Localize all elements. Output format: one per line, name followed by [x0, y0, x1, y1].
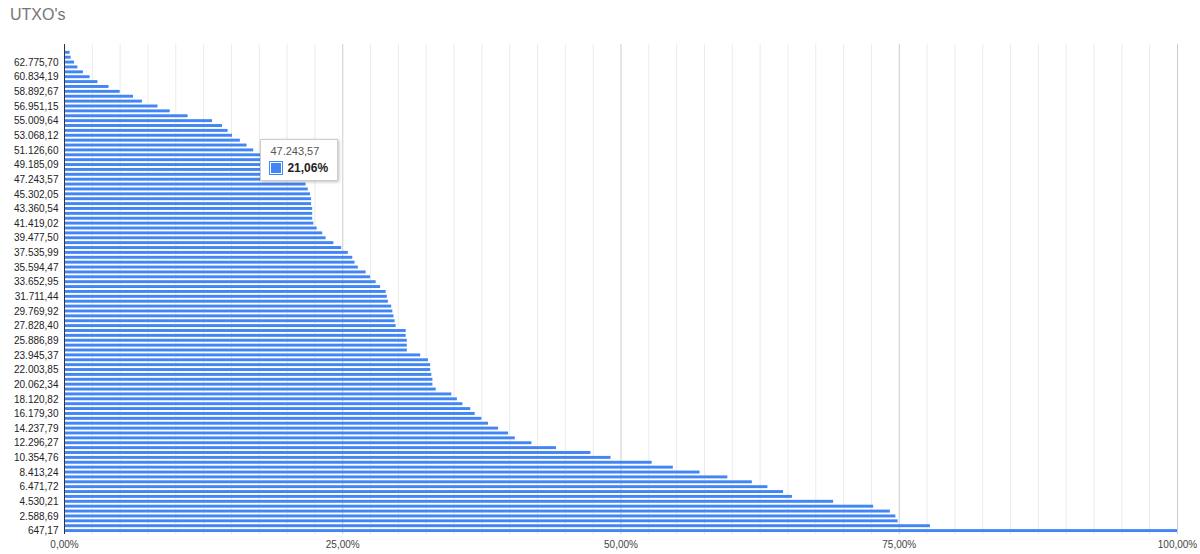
svg-text:8.413,24: 8.413,24 — [20, 467, 59, 478]
svg-text:58.892,67: 58.892,67 — [14, 86, 59, 97]
svg-text:62.775,70: 62.775,70 — [14, 57, 59, 68]
svg-text:22.003,85: 22.003,85 — [14, 364, 59, 375]
svg-text:45.302,05: 45.302,05 — [14, 189, 59, 200]
svg-text:16.179,30: 16.179,30 — [14, 408, 59, 419]
svg-text:0,00%: 0,00% — [50, 539, 78, 550]
svg-text:43.360,54: 43.360,54 — [14, 203, 59, 214]
svg-text:31.711,44: 31.711,44 — [15, 291, 59, 302]
html-text:47.243,57: 47.243,57 — [270, 145, 320, 158]
svg-text:50,00%: 50,00% — [604, 539, 638, 550]
svg-text:2.588,69: 2.588,69 — [20, 511, 59, 522]
svg-text:53.068,12: 53.068,12 — [14, 130, 59, 141]
svg-text:6.471,72: 6.471,72 — [20, 481, 59, 492]
svg-text:55.009,64: 55.009,64 — [14, 115, 59, 126]
svg-text:10.354,76: 10.354,76 — [14, 452, 59, 463]
svg-text:12.296,27: 12.296,27 — [14, 437, 59, 448]
svg-text:647,17: 647,17 — [28, 525, 59, 536]
html-text:21,06%: 21,06% — [287, 161, 329, 176]
svg-text:29.769,92: 29.769,92 — [14, 306, 59, 317]
svg-text:4.530,21: 4.530,21 — [20, 496, 59, 507]
svg-text:37.535,99: 37.535,99 — [14, 247, 59, 258]
svg-text:39.477,50: 39.477,50 — [14, 232, 59, 243]
svg-text:100,00%: 100,00% — [1158, 539, 1198, 550]
svg-text:20.062,34: 20.062,34 — [14, 379, 59, 390]
svg-text:56.951,15: 56.951,15 — [14, 101, 59, 112]
html-text:UTXO's: UTXO's — [10, 6, 66, 23]
svg-text:75,00%: 75,00% — [882, 539, 916, 550]
svg-text:25.886,89: 25.886,89 — [14, 335, 59, 346]
svg-text:51.126,60: 51.126,60 — [14, 145, 59, 156]
svg-text:41.419,02: 41.419,02 — [14, 218, 59, 229]
svg-text:14.237,79: 14.237,79 — [14, 423, 59, 434]
svg-text:18.120,82: 18.120,82 — [14, 394, 59, 405]
svg-text:35.594,47: 35.594,47 — [14, 262, 59, 273]
svg-text:60.834,19: 60.834,19 — [14, 71, 59, 82]
svg-text:33.652,95: 33.652,95 — [14, 276, 59, 287]
svg-text:25,00%: 25,00% — [326, 539, 360, 550]
svg-text:49.185,09: 49.185,09 — [14, 159, 59, 170]
svg-text:27.828,40: 27.828,40 — [14, 320, 59, 331]
svg-text:23.945,37: 23.945,37 — [14, 350, 59, 361]
svg-text:47.243,57: 47.243,57 — [14, 174, 59, 185]
